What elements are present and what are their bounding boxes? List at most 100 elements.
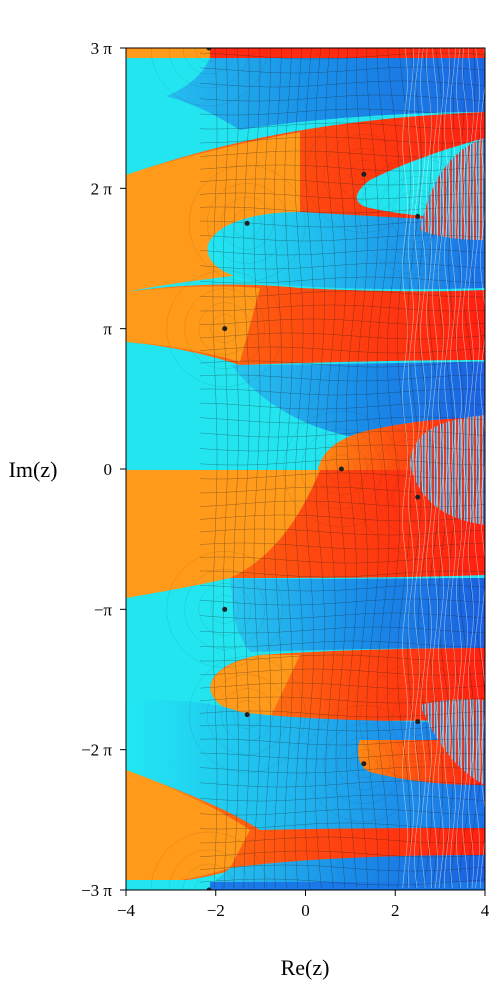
region-cyan-tongue-upper xyxy=(207,212,485,290)
contour-loop xyxy=(403,202,432,231)
contour-horizontal xyxy=(199,486,485,494)
contour-loop xyxy=(337,737,391,790)
region-cyan-pi-lower-left xyxy=(126,342,340,470)
contour-loop xyxy=(349,749,379,778)
contour-loop xyxy=(150,831,268,890)
y-tick-label: 0 xyxy=(104,460,113,479)
contour-dense-light xyxy=(420,48,426,889)
x-axis-label: Re(z) xyxy=(281,955,330,980)
x-tick-label: −2 xyxy=(207,901,225,920)
contour-horizontal xyxy=(199,626,485,634)
contour-dense-light xyxy=(444,48,450,889)
contour-horizontal xyxy=(199,52,485,60)
contour-vertical xyxy=(458,48,476,889)
contour-horizontal xyxy=(199,318,485,326)
contour-vertical xyxy=(448,48,465,889)
region-orange-pi-left xyxy=(126,286,260,362)
critical-point xyxy=(415,494,421,500)
contour-vertical xyxy=(315,48,325,889)
contour-loop xyxy=(305,705,423,822)
critical-point xyxy=(244,712,250,718)
critical-point xyxy=(222,326,228,332)
contour-loop xyxy=(184,288,265,369)
contour-vertical xyxy=(366,48,379,889)
contour-horizontal xyxy=(199,808,485,816)
contour-dense-light xyxy=(438,48,444,889)
contour-loop xyxy=(220,197,274,250)
contour-loop xyxy=(337,148,391,201)
critical-point xyxy=(222,606,228,612)
contour-vertical xyxy=(376,48,390,889)
contour-loop xyxy=(232,700,262,729)
contour-horizontal xyxy=(199,528,485,536)
contour-horizontal xyxy=(199,584,485,592)
contour-loop xyxy=(198,583,251,636)
contour-vertical xyxy=(212,48,218,889)
contour-loop xyxy=(206,674,288,755)
y-tick-label: −π xyxy=(94,600,113,619)
contour-vertical xyxy=(438,48,454,889)
contour-horizontal xyxy=(199,444,485,452)
region-orange-tongue-left xyxy=(210,655,300,718)
contour-horizontal xyxy=(199,402,485,410)
region-top-blue xyxy=(126,58,485,130)
contour-dense-light xyxy=(450,48,456,889)
contour-vertical xyxy=(223,48,228,889)
contour-lines-light xyxy=(402,48,485,889)
contour-vertical xyxy=(335,48,347,889)
contour-loop xyxy=(166,551,283,668)
contour-loop xyxy=(327,454,356,484)
x-tick-label: 2 xyxy=(391,901,400,920)
contour-horizontal xyxy=(199,654,485,662)
contour-loop xyxy=(206,183,288,264)
band-top-red xyxy=(210,48,485,58)
contour-vertical xyxy=(233,48,239,889)
contour-loop xyxy=(210,595,239,624)
contour-horizontal xyxy=(199,416,485,424)
contour-horizontal xyxy=(199,472,485,480)
contour-horizontal xyxy=(199,710,485,718)
contour-loop xyxy=(377,456,458,538)
y-tick-label: 2 π xyxy=(91,179,113,198)
contour-loop xyxy=(198,302,251,355)
contour-loop xyxy=(301,428,382,510)
contour-vertical xyxy=(417,48,433,889)
contour-horizontal xyxy=(199,430,485,438)
contour-loop xyxy=(168,849,250,890)
contour-horizontal xyxy=(199,850,485,858)
band-bottom-blue xyxy=(210,882,485,890)
contour-horizontal xyxy=(199,108,485,116)
contour-vertical xyxy=(428,48,443,889)
contour-horizontal xyxy=(199,206,485,214)
contour-horizontal xyxy=(199,360,485,368)
region-top-cyan-left xyxy=(126,58,210,110)
band-top-orange xyxy=(126,48,216,58)
contour-dense-light xyxy=(474,48,480,889)
contour-loop xyxy=(188,656,306,773)
contour-loop xyxy=(210,314,239,343)
contour-dense-light xyxy=(456,48,462,889)
contour-horizontal xyxy=(199,822,485,830)
y-axis-label: Im(z) xyxy=(9,457,58,482)
contour-horizontal xyxy=(199,612,485,620)
contour-horizontal xyxy=(199,724,485,732)
contour-horizontal xyxy=(199,766,485,774)
contour-loop xyxy=(168,48,250,89)
critical-points xyxy=(206,48,421,890)
contour-horizontal xyxy=(199,682,485,690)
region-cyan-minus-pi-left xyxy=(126,578,250,700)
contour-vertical xyxy=(346,48,357,889)
y-tick-label: −2 π xyxy=(81,741,112,760)
contour-vertical xyxy=(305,48,314,889)
contour-loop xyxy=(377,681,458,762)
contour-vertical xyxy=(264,48,271,889)
contour-horizontal xyxy=(199,150,485,158)
contour-horizontal xyxy=(199,262,485,270)
contour-loop xyxy=(182,48,236,75)
y-tick-label: 3 π xyxy=(91,39,113,58)
dense-region-lower xyxy=(420,699,485,785)
contour-dense-light xyxy=(462,48,468,889)
region-orange-minus-2-5pi-left xyxy=(126,770,250,888)
contour-horizontal xyxy=(199,122,485,130)
